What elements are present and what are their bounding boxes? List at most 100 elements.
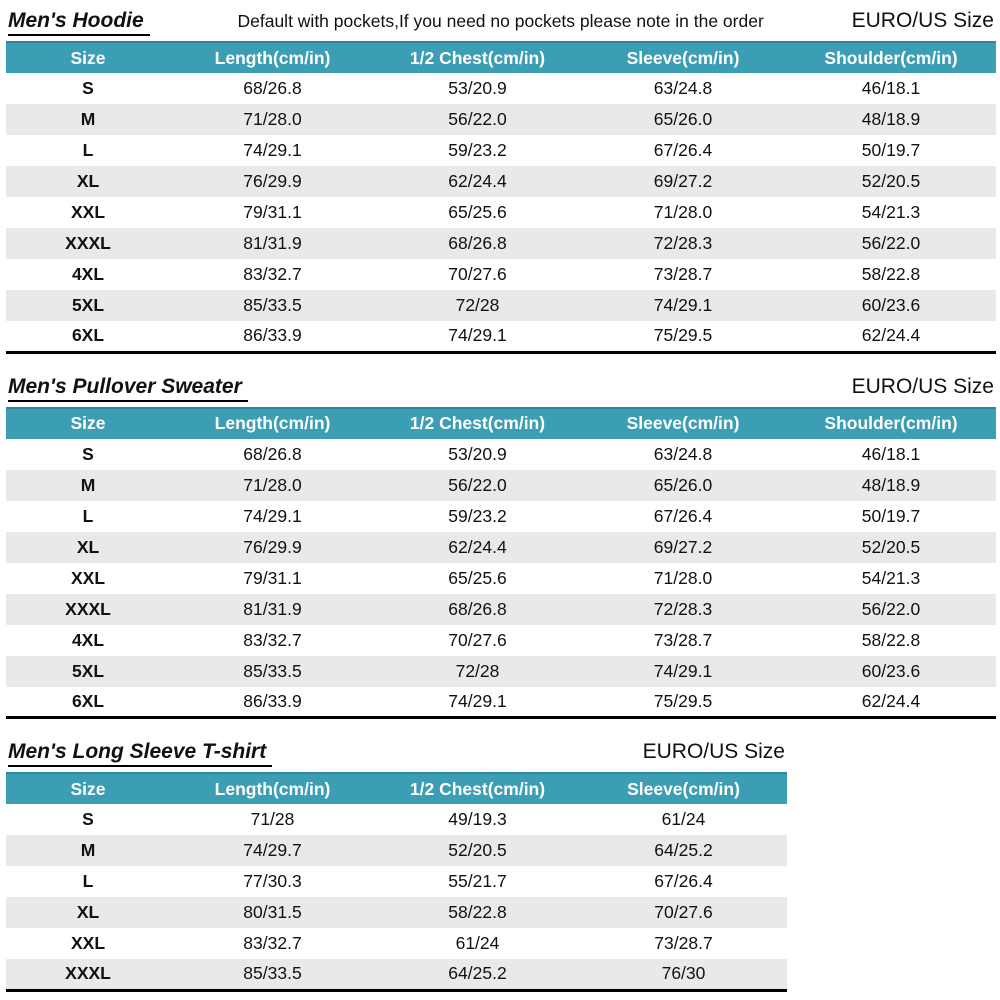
measurement-cell: 64/25.2	[580, 835, 787, 866]
size-cell: XXL	[70, 202, 106, 222]
size-table: Size Length(cm/in) 1/2 Chest(cm/in) Sleeve(…	[6, 406, 996, 719]
measurement-cell: 52/20.5	[375, 835, 580, 866]
measurement-cell: 74/29.1	[580, 655, 786, 687]
size-cell: L	[82, 140, 94, 160]
table-row: XL 80/31.5 58/22.8 70/27.6	[6, 897, 787, 928]
measurement-cell: 56/22.0	[375, 104, 580, 135]
size-table: Size Length(cm/in) 1/2 Chest(cm/in) Sleeve(…	[6, 772, 787, 992]
size-table-section: Men's Long Sleeve T-shirt EURO/US Size Siz…	[6, 740, 996, 992]
table-row: M 71/28.0 56/22.0 65/26.0 48/18.9	[6, 469, 996, 501]
measurement-cell: 85/33.5	[170, 959, 375, 990]
measurement-cell: 73/28.7	[654, 933, 713, 953]
measurement-cell: 71/28.0	[170, 469, 375, 501]
size-cell: S	[82, 443, 94, 464]
measurement-cell: 61/24	[455, 933, 500, 953]
measurement-cell: 68/26.8	[243, 78, 302, 98]
size-cell: 4XL	[71, 264, 105, 284]
measurement-cell: 67/26.4	[653, 140, 713, 160]
size-cell: L	[82, 505, 94, 526]
table-row: M 74/29.7 52/20.5 64/25.2	[6, 835, 787, 866]
table-row: XXXL 85/33.5 64/25.2 76/30	[6, 959, 787, 990]
measurement-cell: 73/28.7	[653, 264, 713, 284]
section-header: Men's Long Sleeve T-shirt EURO/US Size	[6, 740, 787, 772]
measurement-cell: 68/26.8	[375, 593, 580, 625]
measurement-cell: 58/22.8	[861, 629, 921, 650]
section-title: Men's Pullover Sweater	[8, 375, 248, 402]
table-row: S 71/28 49/19.3 61/24	[6, 804, 787, 835]
measurement-cell: 71/28	[250, 809, 295, 829]
measurement-cell: 81/31.9	[170, 228, 375, 259]
column-header: Size	[6, 772, 170, 804]
measurement-cell: 83/32.7	[243, 264, 302, 284]
size-standard-label: EURO/US Size	[642, 740, 785, 763]
measurement-cell: 48/18.9	[786, 104, 996, 135]
measurement-cell: 68/26.8	[375, 228, 580, 259]
measurement-cell: 60/23.6	[786, 655, 996, 687]
measurement-cell: 50/19.7	[861, 140, 921, 160]
measurement-cell: 70/27.6	[448, 264, 507, 284]
size-cell: XXL	[70, 567, 106, 588]
measurement-cell: 71/28.0	[170, 104, 375, 135]
size-table-section: Men's Hoodie Default with pockets,If you …	[6, 9, 996, 354]
column-header: Sleeve(cm/in)	[580, 772, 787, 804]
table-row: S 68/26.8 53/20.9 63/24.8 46/18.1	[6, 73, 996, 104]
measurement-cell: 71/28.0	[653, 202, 713, 222]
measurement-cell: 56/22.0	[786, 593, 996, 625]
pockets-note: Default with pockets,If you need no pock…	[237, 11, 764, 31]
table-row: S 68/26.8 53/20.9 63/24.8 46/18.1	[6, 439, 996, 470]
section-title: Men's Hoodie	[8, 9, 150, 36]
measurement-cell: 86/33.9	[243, 690, 302, 711]
measurement-cell: 80/31.5	[170, 897, 375, 928]
measurement-cell: 85/33.5	[170, 290, 375, 321]
size-cell: 6XL	[71, 325, 105, 346]
size-cell: M	[6, 835, 170, 866]
measurement-cell: 48/18.9	[786, 469, 996, 501]
column-header: 1/2 Chest(cm/in)	[375, 41, 580, 73]
measurement-cell: 50/19.7	[861, 505, 921, 526]
measurement-cell: 76/29.9	[170, 166, 375, 197]
measurement-cell: 72/28.3	[580, 228, 786, 259]
size-cell: M	[6, 104, 170, 135]
measurement-cell: 70/27.6	[448, 629, 507, 650]
table-row: XL 76/29.9 62/24.4 69/27.2 52/20.5	[6, 166, 996, 197]
size-table: Size Length(cm/in) 1/2 Chest(cm/in) Sleeve(…	[6, 41, 996, 354]
column-header: 1/2 Chest(cm/in)	[375, 406, 580, 439]
table-row: 5XL 85/33.5 72/28 74/29.1 60/23.6	[6, 290, 996, 321]
measurement-cell: 63/24.8	[653, 78, 713, 98]
measurement-cell: 69/27.2	[580, 166, 786, 197]
size-cell: XXXL	[6, 228, 170, 259]
measurement-cell: 74/29.1	[448, 690, 507, 711]
measurement-cell: 83/32.7	[243, 629, 302, 650]
measurement-cell: 49/19.3	[448, 809, 507, 829]
size-cell: 4XL	[71, 629, 105, 650]
measurement-cell: 52/20.5	[786, 166, 996, 197]
measurement-cell: 58/22.8	[861, 264, 921, 284]
measurement-cell: 58/22.8	[375, 897, 580, 928]
section-title: Men's Long Sleeve T-shirt	[8, 740, 273, 767]
size-cell: 6XL	[71, 690, 105, 711]
measurement-cell: 56/22.0	[375, 469, 580, 501]
measurement-cell: 74/29.1	[243, 505, 302, 526]
table-row: 5XL 85/33.5 72/28 74/29.1 60/23.6	[6, 655, 996, 687]
measurement-cell: 62/24.4	[861, 690, 921, 711]
table-row: XXL 79/31.1 65/25.6 71/28.0 54/21.3	[6, 563, 996, 594]
table-row: 4XL 83/32.7 70/27.6 73/28.7 58/22.8	[6, 625, 996, 656]
header-row: Size Length(cm/in) 1/2 Chest(cm/in) Sleeve(…	[6, 41, 996, 73]
measurement-cell: 76/29.9	[170, 531, 375, 563]
measurement-cell: 72/28	[375, 290, 580, 321]
measurement-cell: 63/24.8	[653, 443, 713, 464]
measurement-cell: 79/31.1	[243, 567, 302, 588]
size-table-section: Men's Pullover Sweater EURO/US Size Size Le…	[6, 375, 996, 719]
size-cell: XXXL	[6, 593, 170, 625]
measurement-cell: 85/33.5	[170, 655, 375, 687]
measurement-cell: 75/29.5	[653, 325, 713, 346]
size-cell: XL	[6, 531, 170, 563]
measurement-cell: 62/24.4	[375, 166, 580, 197]
size-cell: S	[82, 78, 94, 98]
measurement-cell: 53/20.9	[448, 443, 507, 464]
table-row: 6XL 86/33.9 74/29.1 75/29.5 62/24.4	[6, 321, 996, 352]
section-title-text: Men's Pullover Sweater	[8, 375, 248, 402]
measurement-cell: 65/26.0	[580, 104, 786, 135]
table-row: XL 76/29.9 62/24.4 69/27.2 52/20.5	[6, 531, 996, 563]
column-header: Shoulder(cm/in)	[786, 406, 996, 439]
